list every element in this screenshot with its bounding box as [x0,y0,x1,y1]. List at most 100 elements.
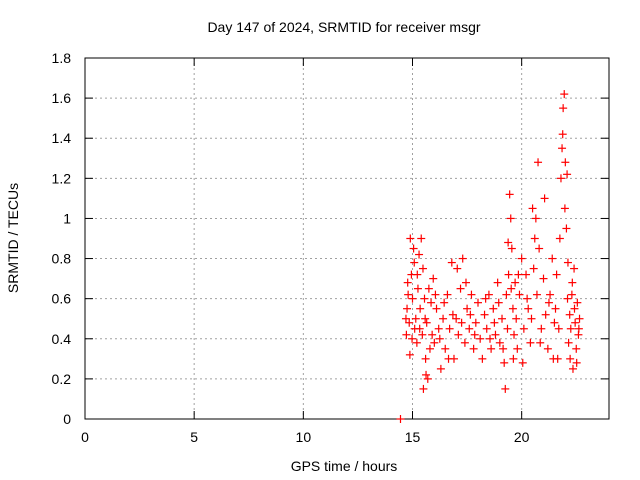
data-point [467,290,476,299]
data-point [454,330,463,339]
y-tick-label: 1.8 [52,50,72,66]
data-point [436,364,445,373]
data-point [408,334,417,343]
data-point [429,274,438,283]
data-point [519,324,528,333]
y-tick-label: 1.6 [52,90,72,106]
data-point [471,318,480,327]
data-point [568,278,577,287]
data-point [522,270,531,279]
data-point [554,324,563,333]
data-point [487,344,496,353]
data-point [528,204,537,213]
data-point [553,354,562,363]
data-point [559,104,568,113]
data-point [415,250,424,259]
data-point [445,324,454,333]
data-point [406,234,415,243]
data-point [502,290,511,299]
data-point [419,384,428,393]
data-point [401,314,410,323]
data-points [396,90,584,423]
y-tick-label: 0.8 [52,251,72,267]
data-point [500,358,509,367]
data-point [402,330,411,339]
data-point [416,304,425,313]
data-point [544,298,553,307]
data-point [447,258,456,267]
data-point [458,254,467,263]
data-point [491,330,500,339]
data-point [499,344,508,353]
data-point [513,344,522,353]
data-point [563,294,572,303]
data-point [476,334,485,343]
data-point [444,354,453,363]
data-point [420,294,429,303]
data-point [515,290,524,299]
data-point [558,144,567,153]
data-point [560,204,569,213]
y-tick-label: 1.4 [52,130,72,146]
data-point [507,284,516,293]
data-point [452,314,461,323]
y-tick-label: 0.2 [52,371,72,387]
data-point [526,338,535,347]
data-point [560,90,569,99]
x-tick-label: 5 [190,429,198,445]
data-point [509,354,518,363]
data-point [514,270,523,279]
y-tick-label: 0.6 [52,291,72,307]
data-point [572,358,581,367]
data-point [511,278,520,287]
data-point [564,338,573,347]
data-point [440,298,449,307]
data-point [529,264,538,273]
data-point [493,278,502,287]
data-point [503,324,512,333]
x-tick-label: 0 [81,429,89,445]
data-point [435,334,444,343]
data-point [427,298,436,307]
data-point [422,318,431,327]
data-point [465,324,474,333]
data-point [541,310,550,319]
chart-title: Day 147 of 2024, SRMTID for receiver msg… [207,19,480,35]
data-point [421,354,430,363]
data-point [463,304,472,313]
data-point [453,264,462,273]
data-point [489,304,498,313]
data-point [563,170,572,179]
data-point [428,330,437,339]
data-point [570,304,579,313]
data-point [498,314,507,323]
x-tick-label: 15 [405,429,421,445]
data-point [430,338,439,347]
data-point [556,174,565,183]
data-point [469,344,478,353]
data-point [396,415,405,423]
data-point [510,330,519,339]
data-point [411,314,420,323]
data-point [518,358,527,367]
data-point [413,284,422,293]
data-point [412,338,421,347]
data-point [530,234,539,243]
data-point [432,304,441,313]
data-point [523,294,532,303]
data-point [456,284,465,293]
data-point [572,344,581,353]
x-tick-label: 20 [514,429,530,445]
data-point [470,330,479,339]
data-point [562,224,571,233]
data-point [410,258,419,267]
data-point [409,244,418,253]
data-point [405,318,414,327]
data-point [565,310,574,319]
axis-ticks: 0 0.2 0.4 0.6 0.8 1 1.2 1.4 1.6 1.8 0 5 10 15 20 [52,50,609,445]
data-point [422,370,431,379]
data-point [478,354,487,363]
data-point [424,284,433,293]
data-point [570,264,579,273]
